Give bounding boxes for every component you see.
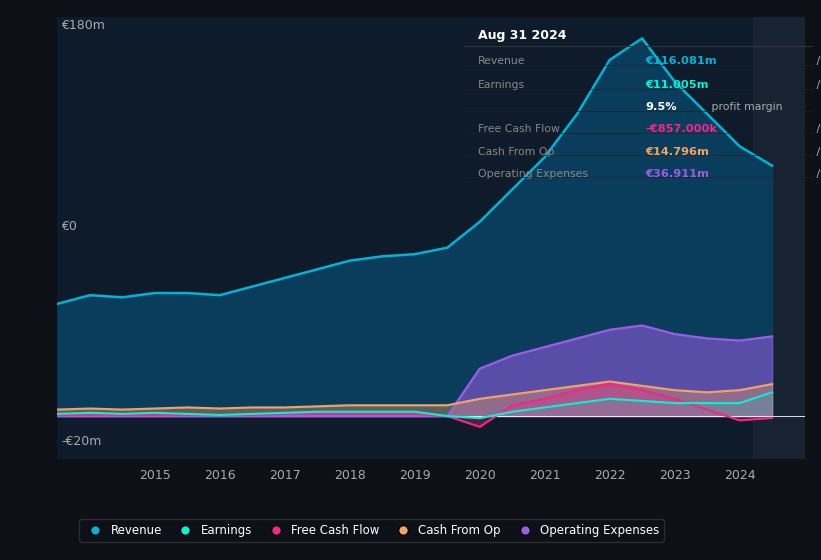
Text: €116.081m: €116.081m [645, 56, 717, 66]
Text: Aug 31 2024: Aug 31 2024 [478, 29, 566, 42]
Text: /yr: /yr [813, 147, 821, 157]
Text: /yr: /yr [813, 80, 821, 90]
Text: €14.796m: €14.796m [645, 147, 709, 157]
Text: €180m: €180m [62, 19, 105, 32]
Text: Revenue: Revenue [478, 56, 525, 66]
Text: Cash From Op: Cash From Op [478, 147, 554, 157]
Text: €11.005m: €11.005m [645, 80, 709, 90]
Text: /yr: /yr [813, 124, 821, 134]
Text: €36.911m: €36.911m [645, 169, 709, 179]
Text: -€857.000k: -€857.000k [645, 124, 718, 134]
Text: -€20m: -€20m [62, 435, 102, 448]
Text: 9.5%: 9.5% [645, 102, 677, 112]
Legend: Revenue, Earnings, Free Cash Flow, Cash From Op, Operating Expenses: Revenue, Earnings, Free Cash Flow, Cash … [79, 519, 664, 542]
Text: /yr: /yr [813, 56, 821, 66]
Text: Free Cash Flow: Free Cash Flow [478, 124, 560, 134]
Text: /yr: /yr [813, 169, 821, 179]
Text: Operating Expenses: Operating Expenses [478, 169, 588, 179]
Text: €0: €0 [62, 221, 77, 234]
Text: profit margin: profit margin [708, 102, 782, 112]
Text: Earnings: Earnings [478, 80, 525, 90]
Bar [753, 17, 805, 459]
